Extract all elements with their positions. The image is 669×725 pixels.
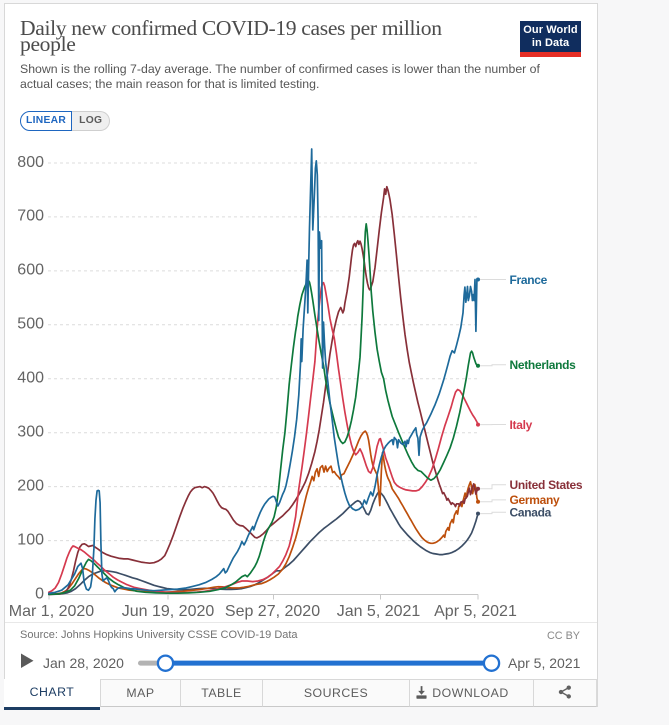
svg-text:0: 0	[35, 585, 44, 602]
svg-text:200: 200	[17, 477, 44, 494]
svg-text:France: France	[510, 273, 548, 287]
svg-text:Netherlands: Netherlands	[510, 358, 577, 372]
svg-text:Apr 5, 2021: Apr 5, 2021	[434, 603, 517, 620]
svg-text:Germany: Germany	[510, 493, 561, 507]
svg-text:600: 600	[17, 262, 44, 279]
svg-text:100: 100	[17, 531, 44, 548]
svg-text:500: 500	[17, 316, 44, 333]
svg-text:Sep 27, 2020: Sep 27, 2020	[225, 603, 320, 620]
svg-text:300: 300	[17, 424, 44, 441]
svg-text:700: 700	[17, 208, 44, 225]
svg-text:Italy: Italy	[510, 418, 533, 432]
svg-text:800: 800	[17, 154, 44, 171]
svg-text:Canada: Canada	[510, 506, 552, 520]
svg-text:Jun 19, 2020: Jun 19, 2020	[122, 603, 215, 620]
svg-text:Mar 1, 2020: Mar 1, 2020	[9, 603, 94, 620]
svg-text:United States: United States	[510, 478, 583, 492]
svg-text:Jan 5, 2021: Jan 5, 2021	[337, 603, 421, 620]
svg-text:400: 400	[17, 370, 44, 387]
